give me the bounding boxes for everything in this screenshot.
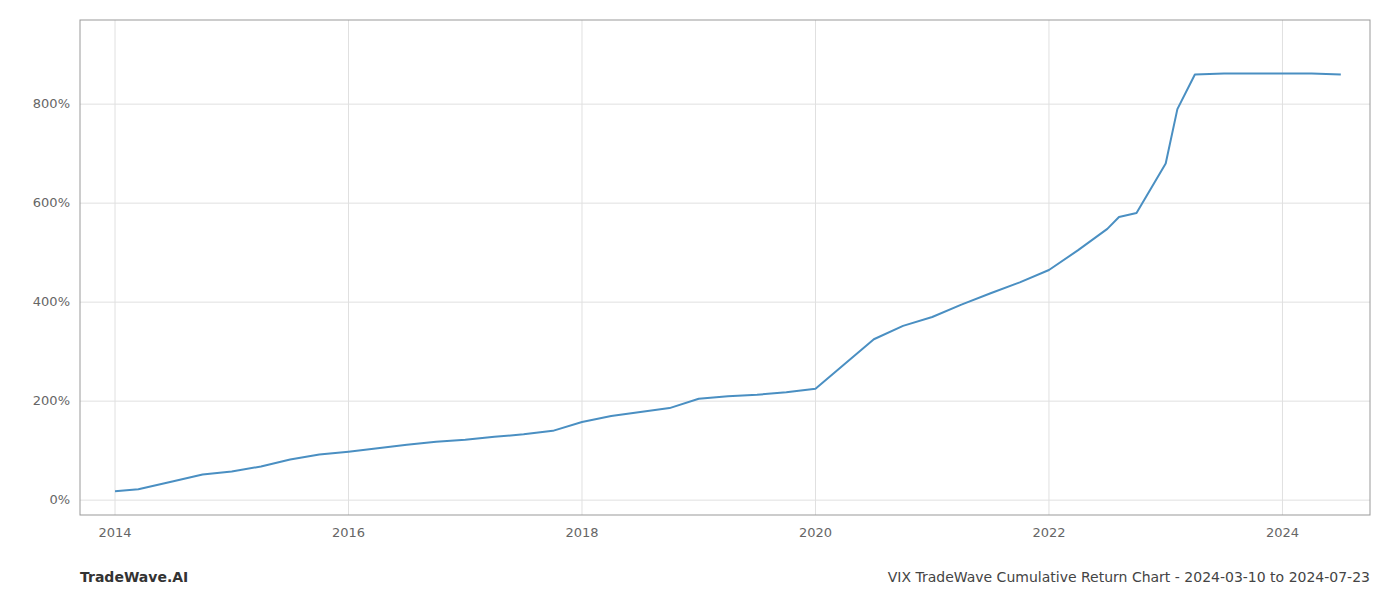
y-tick-label: 600% — [33, 195, 70, 210]
chart-svg: 0% 200% 400% 600% 800% 2014 2016 2018 2020 2022 20… — [0, 0, 1400, 600]
y-tick-label: 0% — [49, 492, 70, 507]
x-tick-label: 2014 — [98, 525, 131, 540]
y-grid-line — [80, 302, 1370, 303]
x-grid-line — [815, 20, 816, 515]
y-grid-line — [80, 203, 1370, 204]
x-grid-line — [115, 20, 116, 515]
x-grid-line — [348, 20, 349, 515]
data-group — [115, 73, 1341, 491]
x-tick-label: 2020 — [799, 525, 832, 540]
y-grid-line — [80, 401, 1370, 402]
data-line — [115, 73, 1341, 491]
y-tick-label: 400% — [33, 294, 70, 309]
x-tick-label: 2016 — [332, 525, 365, 540]
x-tick-label: 2024 — [1266, 525, 1299, 540]
y-tick-label: 200% — [33, 393, 70, 408]
y-grid-line — [80, 500, 1370, 501]
axes: 0% 200% 400% 600% 800% 2014 2016 2018 2020 2022 20… — [33, 20, 1370, 540]
footer-right: VIX TradeWave Cumulative Return Chart - … — [888, 569, 1370, 585]
grid — [80, 20, 1370, 515]
x-tick-label: 2022 — [1032, 525, 1065, 540]
x-grid-line — [1282, 20, 1283, 515]
x-grid-line — [581, 20, 582, 515]
x-grid-line — [1048, 20, 1049, 515]
chart-container: 0% 200% 400% 600% 800% 2014 2016 2018 2020 2022 20… — [0, 0, 1400, 600]
y-grid-line — [80, 104, 1370, 105]
y-tick-label: 800% — [33, 96, 70, 111]
footer-left: TradeWave.AI — [80, 569, 188, 585]
x-tick-label: 2018 — [565, 525, 598, 540]
plot-frame — [80, 20, 1370, 515]
